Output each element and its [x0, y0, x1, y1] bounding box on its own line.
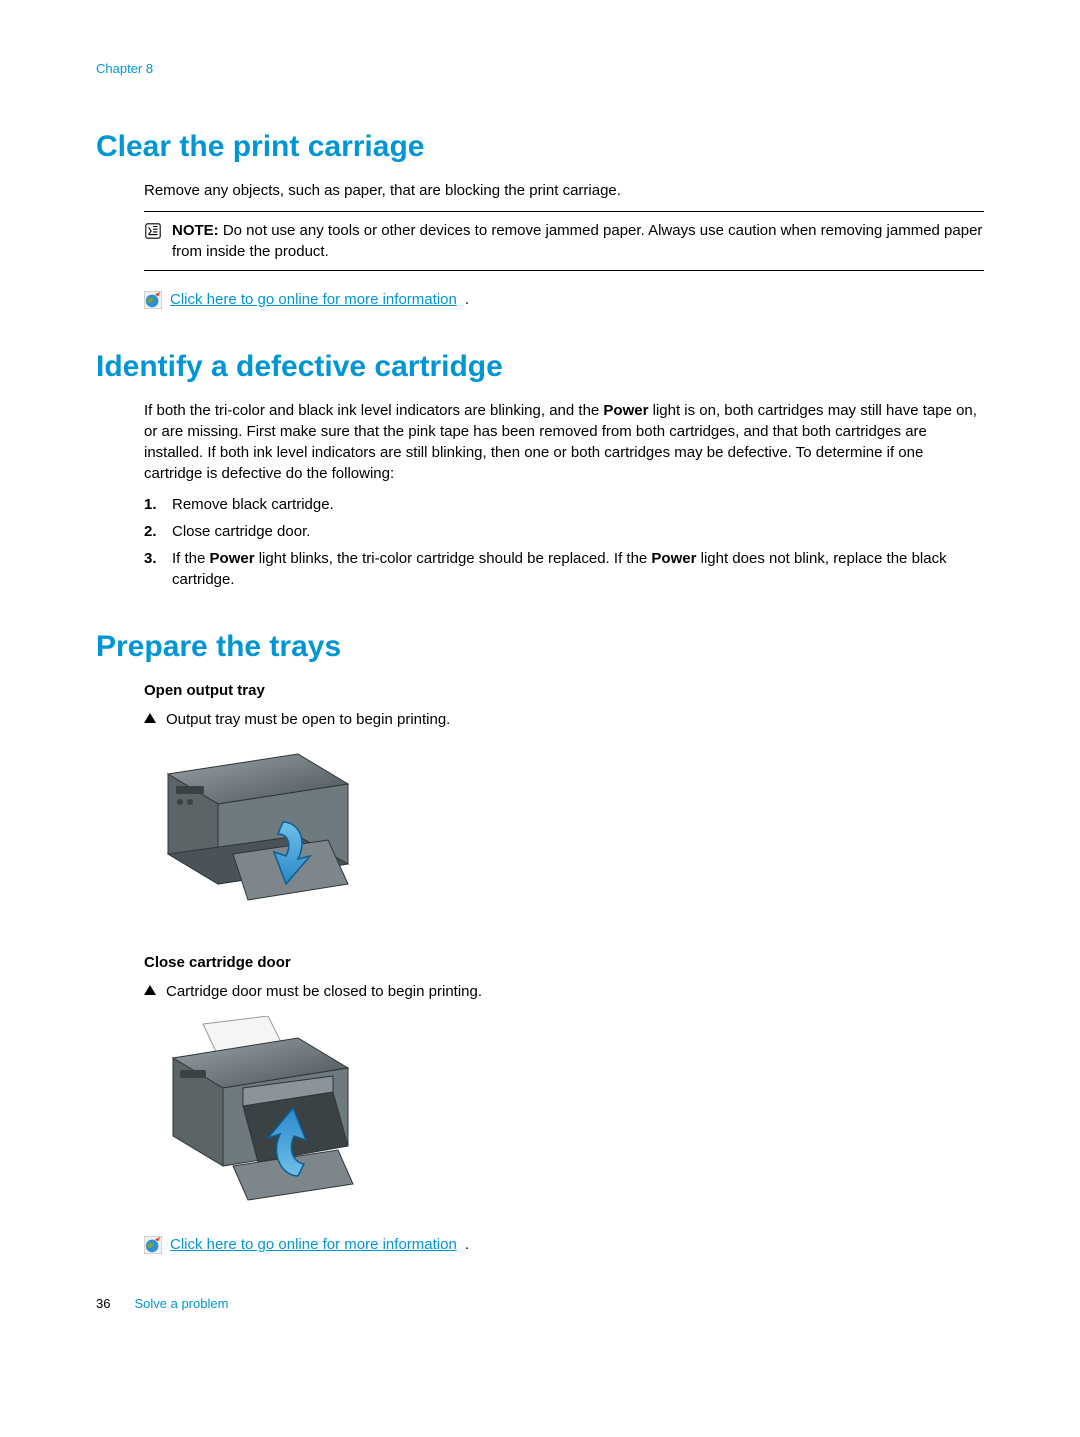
- step3-bold1: Power: [210, 550, 255, 567]
- close-door-bullet: Cartridge door must be closed to begin p…: [144, 981, 984, 1002]
- section-clear-print-carriage: Clear the print carriage Remove any obje…: [96, 126, 984, 310]
- printer-open-tray-figure: [148, 744, 984, 924]
- globe-icon: [144, 1236, 162, 1254]
- note-icon: [144, 222, 162, 240]
- printer-close-door-figure: [148, 1016, 984, 1206]
- step-text: If the Power light blinks, the tri-color…: [172, 548, 984, 590]
- note-box: NOTE: Do not use any tools or other devi…: [144, 211, 984, 271]
- section-heading-clear: Clear the print carriage: [96, 126, 984, 168]
- link-period: .: [465, 289, 469, 310]
- online-link[interactable]: Click here to go online for more informa…: [170, 289, 457, 310]
- list-item: 3. If the Power light blinks, the tri-co…: [144, 548, 984, 590]
- list-item: 2. Close cartridge door.: [144, 521, 984, 542]
- step3-pre: If the: [172, 550, 210, 567]
- open-tray-text: Output tray must be open to begin printi…: [166, 709, 450, 730]
- triangle-bullet-icon: [144, 713, 156, 723]
- step3-bold2: Power: [651, 550, 696, 567]
- step-text: Close cartridge door.: [172, 521, 984, 542]
- page-footer: 36 Solve a problem: [96, 1295, 984, 1313]
- section-prepare-trays: Prepare the trays Open output tray Outpu…: [96, 626, 984, 1255]
- section-heading-identify: Identify a defective cartridge: [96, 346, 984, 388]
- online-link-row: Click here to go online for more informa…: [144, 289, 984, 310]
- identify-steps: 1. Remove black cartridge. 2. Close cart…: [144, 494, 984, 590]
- step-text: Remove black cartridge.: [172, 494, 984, 515]
- globe-icon: [144, 291, 162, 309]
- online-link[interactable]: Click here to go online for more informa…: [170, 1234, 457, 1255]
- page-number: 36: [96, 1295, 110, 1313]
- link-period: .: [465, 1234, 469, 1255]
- open-tray-subhead: Open output tray: [144, 680, 984, 701]
- footer-section-title: Solve a problem: [134, 1295, 228, 1313]
- clear-intro-text: Remove any objects, such as paper, that …: [144, 180, 984, 201]
- step3-mid: light blinks, the tri-color cartridge sh…: [255, 550, 652, 567]
- step-number: 1.: [144, 494, 162, 515]
- close-door-text: Cartridge door must be closed to begin p…: [166, 981, 482, 1002]
- chapter-header: Chapter 8: [96, 60, 984, 78]
- identify-power-bold: Power: [603, 402, 648, 419]
- online-link-row: Click here to go online for more informa…: [144, 1234, 984, 1255]
- note-body: Do not use any tools or other devices to…: [172, 222, 982, 260]
- open-tray-bullet: Output tray must be open to begin printi…: [144, 709, 984, 730]
- section-identify-cartridge: Identify a defective cartridge If both t…: [96, 346, 984, 590]
- list-item: 1. Remove black cartridge.: [144, 494, 984, 515]
- note-text: NOTE: Do not use any tools or other devi…: [172, 220, 984, 262]
- triangle-bullet-icon: [144, 985, 156, 995]
- section-heading-prepare: Prepare the trays: [96, 626, 984, 668]
- note-label: NOTE:: [172, 222, 219, 239]
- identify-intro-pre: If both the tri-color and black ink leve…: [144, 402, 603, 419]
- step-number: 2.: [144, 521, 162, 542]
- step-number: 3.: [144, 548, 162, 590]
- identify-intro: If both the tri-color and black ink leve…: [144, 400, 984, 484]
- close-door-subhead: Close cartridge door: [144, 952, 984, 973]
